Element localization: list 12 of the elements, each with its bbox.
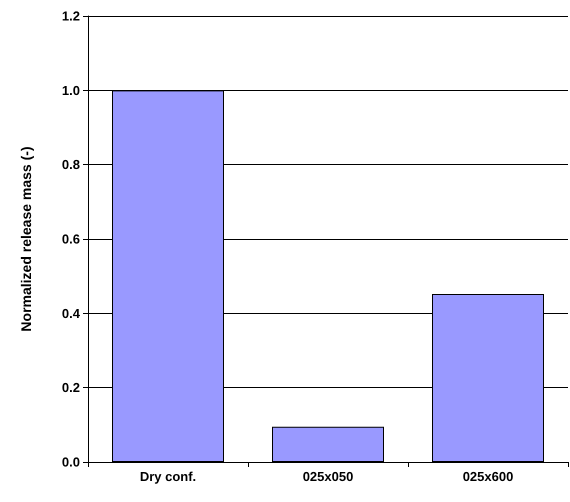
y-tick-label: 0.8	[62, 157, 80, 172]
y-tick-label: 0.2	[62, 380, 80, 396]
y-tick-label: 0.6	[62, 232, 80, 246]
x-tick-label: 025x600	[462, 469, 514, 484]
bar	[272, 426, 384, 462]
x-tick-label: 025x050	[302, 469, 354, 484]
y-tick-label: 0.4	[62, 306, 81, 321]
y-tick-label: 1.2	[62, 8, 80, 24]
y-tick-label: 1.0	[62, 82, 80, 98]
y-axis-title: Normalized release mass (-)	[18, 146, 34, 332]
y-tick-label: 0.0	[62, 454, 80, 470]
x-tick-label: Dry conf.	[140, 469, 196, 484]
